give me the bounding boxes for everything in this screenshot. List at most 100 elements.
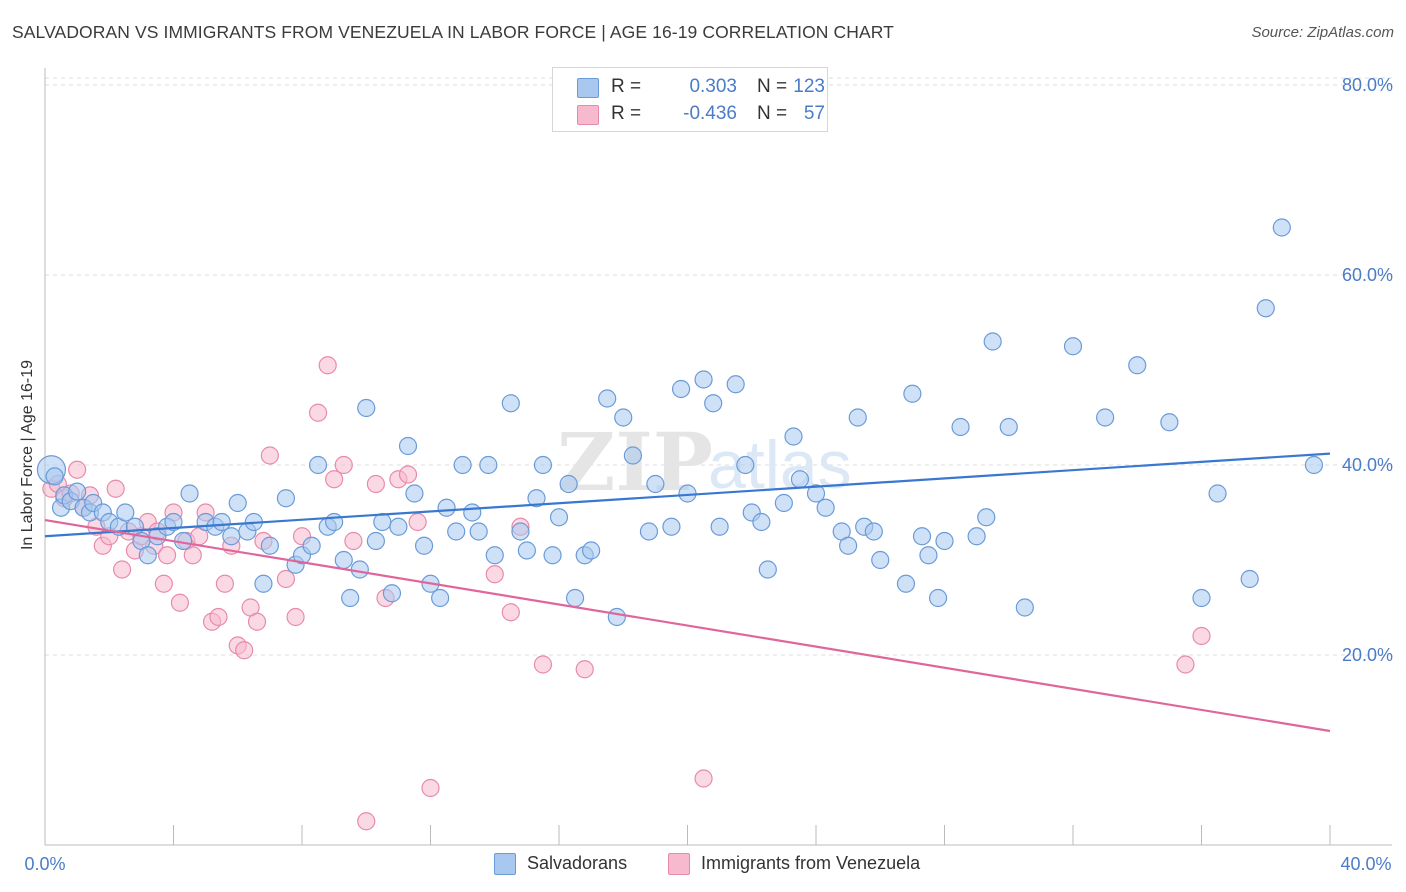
legend-n-value: 123 — [793, 76, 825, 97]
salvadorans-point — [1096, 408, 1115, 427]
salvadorans-point — [977, 508, 996, 527]
venezuela-point — [106, 479, 125, 498]
venezuela-point — [157, 546, 177, 565]
salvadorans-point — [447, 522, 466, 541]
salvadorans-point — [662, 517, 681, 536]
salvadorans-point — [582, 541, 601, 560]
salvadorans-point — [501, 394, 520, 413]
salvadorans-point — [180, 484, 199, 503]
y-tick-label: 80.0% — [1342, 75, 1393, 95]
salvadorans-point — [565, 588, 585, 608]
salvadorans-point — [623, 446, 642, 465]
salvadorans-point — [437, 498, 456, 517]
venezuela-point — [408, 512, 427, 532]
venezuela-point — [1176, 655, 1195, 674]
salvadorans-point — [533, 455, 553, 475]
series-legend: Salvadorans Immigrants from Venezuela — [0, 852, 1406, 878]
salvadorans-point — [1128, 356, 1147, 375]
legend-r-value: -0.436 — [683, 103, 737, 124]
series-legend-swatch-salvadorans — [494, 853, 516, 875]
salvadorans-point — [463, 503, 482, 522]
salvadorans-point — [325, 512, 344, 532]
salvadorans-point — [1192, 588, 1211, 608]
salvadorans-point — [806, 484, 826, 503]
salvadorans-point — [68, 482, 87, 501]
salvadorans-point — [598, 389, 617, 408]
salvadorans-point — [453, 455, 472, 475]
salvadorans-point — [639, 522, 659, 541]
venezuela-point — [260, 446, 279, 465]
salvadorans-point — [935, 531, 954, 551]
trend-lines — [44, 452, 1331, 733]
salvadorans-point — [1240, 569, 1259, 589]
venezuela-point — [501, 603, 520, 622]
salvadorans-point — [864, 522, 883, 541]
venezuela-point — [1192, 626, 1211, 646]
salvadorans-point — [334, 550, 353, 570]
salvadorans-point — [559, 474, 578, 494]
salvadorans-point — [357, 398, 376, 418]
salvadorans-point — [614, 408, 633, 427]
salvadorans-point — [646, 474, 665, 494]
venezuela-point — [183, 546, 202, 565]
legend-swatch-venezuela — [577, 105, 599, 125]
legend-r-label: R = — [611, 103, 642, 124]
venezuela-point — [308, 403, 328, 422]
salvadorans-point — [276, 489, 296, 508]
legend-r-label: R = — [611, 76, 642, 97]
salvadorans-point — [752, 512, 771, 532]
y-tick-label: 20.0% — [1342, 645, 1393, 665]
salvadorans-point — [517, 541, 536, 560]
axes — [44, 68, 1392, 846]
venezuela-point — [247, 612, 267, 631]
salvadorans-point — [373, 512, 392, 532]
salvadorans-point — [260, 536, 279, 555]
salvadorans-point — [389, 517, 408, 536]
venezuela-point — [485, 565, 504, 584]
salvadorans-point — [704, 394, 723, 413]
legend-n-value: 57 — [803, 103, 825, 124]
venezuela-point — [68, 460, 87, 479]
salvadorans-point — [999, 417, 1018, 437]
salvadorans-point — [45, 467, 64, 486]
salvadorans-point — [254, 574, 273, 593]
venezuela-point — [170, 593, 190, 612]
salvadorans-point — [983, 332, 1002, 351]
venezuela-point — [694, 769, 713, 788]
salvadorans-point — [903, 384, 922, 403]
salvadorans-point — [527, 489, 546, 508]
salvadorans-point — [896, 574, 916, 593]
salvadorans-point — [839, 536, 858, 555]
venezuela-point — [154, 574, 173, 593]
salvadorans-point — [758, 560, 777, 579]
venezuela-point — [398, 465, 418, 484]
tick-labels: 20.0% 40.0% 60.0% 80.0% 0.0% 40.0% — [24, 75, 1393, 874]
venezuela-point — [286, 607, 305, 627]
venezuela-point — [334, 455, 353, 475]
salvadorans-point — [549, 508, 569, 527]
series-legend-swatch-venezuela — [668, 853, 690, 875]
series-legend-label: Immigrants from Venezuela — [701, 853, 921, 873]
watermark-atlas: atlas — [708, 427, 852, 503]
salvadorans-point — [398, 436, 418, 456]
salvadorans-point — [951, 417, 970, 437]
salvadorans-point — [405, 484, 424, 503]
grid-lines — [45, 77, 1392, 656]
salvadorans-point — [469, 522, 488, 541]
venezuela-point — [366, 474, 385, 494]
salvadorans-point — [414, 536, 434, 555]
chart-title: SALVADORAN VS IMMIGRANTS FROM VENEZUELA … — [12, 22, 894, 42]
salvadorans-point — [784, 427, 803, 446]
venezuela-point — [421, 778, 440, 798]
salvadorans-point — [694, 370, 713, 389]
salvadorans-point — [164, 512, 183, 532]
salvadorans-point — [710, 517, 729, 536]
salvadorans-point — [366, 531, 385, 551]
salvadorans-point — [790, 470, 810, 489]
salvadorans-point — [228, 493, 247, 513]
venezuela-point — [112, 560, 132, 579]
salvadorans-point — [919, 546, 938, 565]
salvadorans-point — [222, 527, 241, 546]
venezuela-trend-line — [44, 519, 1331, 733]
